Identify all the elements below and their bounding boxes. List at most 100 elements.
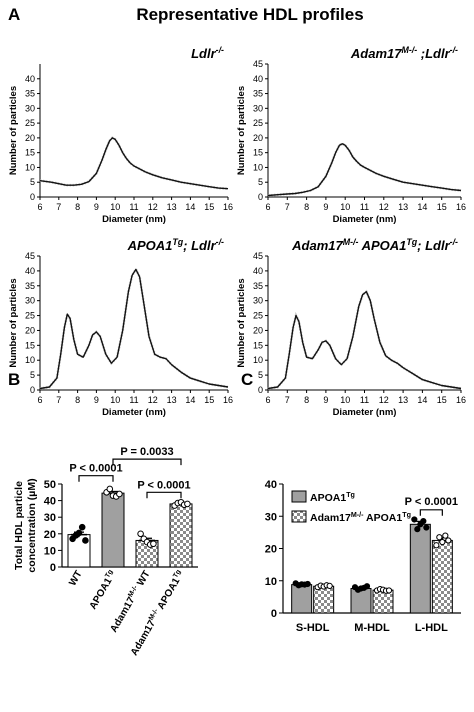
chart-title-part: APOA1 [358,238,406,253]
data-point [439,538,446,546]
x-category-label: L-HDL [415,622,448,634]
legend-label: Adam17M-/-​ APOA1Tg​ [310,511,411,524]
data-point [78,523,86,531]
chart-title-part: Adam17 [350,46,402,61]
data-point [184,500,191,508]
p-value-label: P < 0.0001 [69,463,122,475]
bar [409,523,431,614]
y-axis-label: Number of particles [8,278,19,367]
x-tick-label: 6 [265,202,270,212]
series-line [267,143,462,197]
y-tick-label: 45 [253,59,263,69]
chart-title-superscript: -/- [216,45,224,55]
significance-bracket [146,491,182,499]
y-tick-label: 15 [253,340,263,350]
x-tick-label: 11 [129,202,138,212]
x-category-label: WT [67,569,84,588]
x-tick-label: 9 [94,395,99,405]
y-tick-label: 50 [44,479,56,491]
x-tick-label: 7 [285,202,290,212]
x-tick-label: 6 [37,202,42,212]
bar [350,587,372,614]
y-tick-label: 5 [258,370,263,380]
y-tick-label: 25 [253,311,263,321]
chart-layer: 0 5 10 15 20 25 30 35 40 6 7 8 9 10 11 12 13 14 15 16 Diamet… [8,45,466,658]
y-tick-label: 35 [25,89,35,99]
panel-letter-c: C [241,370,253,389]
x-category-label-part: APOA1 [154,576,182,614]
p-value-label: P = 0.0033 [120,446,173,458]
p-value-label: P < 0.0001 [405,496,458,508]
y-tick-label: 10 [253,355,263,365]
chart-title-part: ;Ldlr [417,46,450,61]
chart-title: Adam17M-/-​ APOA1Tg​; Ldlr-/-​ [291,237,458,253]
figure-title: Representative HDL profiles [136,5,363,24]
data-point [414,526,421,533]
data-point [442,532,449,539]
y-tick-label: 20 [25,325,35,335]
chart-title-superscript: -/- [450,237,458,247]
y-tick-label: 15 [253,148,263,158]
y-tick-label: 20 [253,325,263,335]
y-tick-label: 40 [25,266,35,276]
p-value-label: P < 0.0001 [137,479,190,491]
chart-title-superscript: -/- [450,45,458,55]
x-tick-label: 15 [437,395,447,405]
x-tick-label: 12 [148,202,158,212]
series-raw-dots [267,289,462,390]
y-axis-label: Number of particles [236,86,247,175]
data-point [150,540,157,548]
y-tick-label: 10 [253,162,263,172]
y-axis-label: Total HDL particle [13,481,25,570]
bar [431,539,453,614]
y-tick-label: 0 [50,562,56,574]
x-axis-label: Diameter (nm) [333,407,397,418]
chart-title-part: ; Ldlr [417,238,450,253]
data-point [420,517,427,525]
y-tick-label: 40 [44,496,56,508]
y-axis-label: Number of particles [236,278,247,367]
x-tick-label: 13 [167,395,177,405]
y-tick-label: 15 [25,340,35,350]
x-tick-label: 14 [185,395,195,405]
x-tick-label: 10 [340,395,350,405]
y-tick-label: 20 [44,529,56,541]
chart-title-part: Adam17 [291,238,343,253]
x-tick-label: 12 [148,395,158,405]
chart-title-superscript: M-/- [401,45,417,55]
x-category-label: APOA1Tg​ [87,569,119,612]
y-tick-label: 25 [253,118,263,128]
x-tick-label: 6 [37,395,42,405]
data-point [106,485,114,493]
y-tick-label: 30 [253,296,263,306]
y-tick-label: 45 [25,251,35,261]
x-tick-label: 14 [417,202,427,212]
y-axis-label: Number of particles [8,86,19,175]
panel-letter-b: B [8,370,20,389]
x-category-label-part: WT [67,569,84,588]
bar [372,589,394,614]
legend-label-part: APOA1 [364,512,403,524]
series-line [267,291,462,390]
y-tick-label: 10 [25,162,35,172]
y-tick-label: 0 [271,608,277,620]
x-tick-label: 11 [129,395,138,405]
panel-letter-a: A [8,5,20,24]
y-tick-label: 45 [253,251,263,261]
y-tick-label: 0 [30,192,35,202]
x-tick-label: 13 [167,202,177,212]
series-raw-dots [39,136,229,190]
y-tick-label: 35 [253,89,263,99]
x-tick-label: 11 [360,395,369,405]
x-tick-label: 8 [304,202,309,212]
chart-title-superscript: -/- [216,237,224,247]
y-tick-label: 0 [258,192,263,202]
y-tick-label: 25 [25,311,35,321]
x-tick-label: 10 [110,395,120,405]
x-tick-label: 10 [340,202,350,212]
y-tick-label: 30 [253,103,263,113]
x-axis-label: Diameter (nm) [102,214,166,225]
y-tick-label: 20 [25,133,35,143]
y-tick-label: 5 [258,177,263,187]
y-tick-label: 40 [253,74,263,84]
